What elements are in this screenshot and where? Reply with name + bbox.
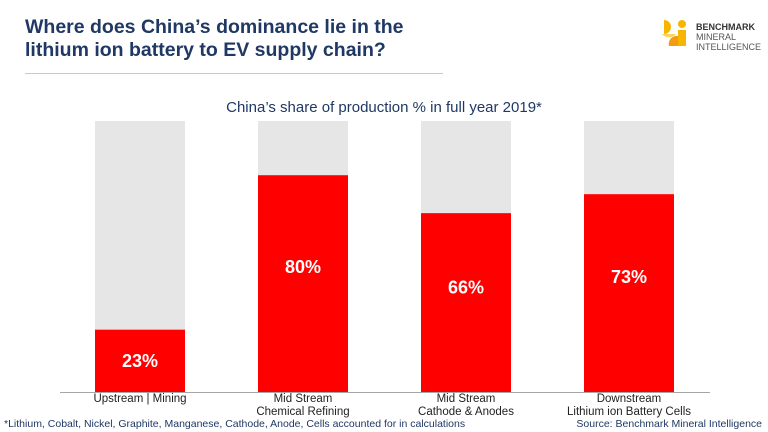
chart-title: China’s share of production % in full ye…: [226, 99, 542, 116]
source-note: Source: Benchmark Mineral Intelligence: [576, 418, 762, 430]
category-label: Upstream | Mining: [60, 393, 220, 406]
logo-line1: BENCHMARK: [696, 22, 755, 32]
category-label-line: Chemical Refining: [256, 406, 350, 418]
bar-remainder: [584, 121, 674, 195]
category-label-line: Lithium ion Battery Cells: [567, 406, 691, 418]
bar-remainder: [95, 121, 185, 330]
category-label-line: Cathode & Anodes: [418, 406, 514, 418]
category-label: Mid Stream Cathode & Anodes: [386, 393, 546, 419]
category-label: Downstream Lithium ion Battery Cells: [549, 393, 709, 419]
category-label: Mid Stream Chemical Refining: [223, 393, 383, 419]
category-label-line: Mid Stream: [273, 393, 333, 405]
bar-china-share: [95, 329, 185, 392]
category-label-line: Upstream | Mining: [93, 393, 187, 405]
data-label: 80%: [285, 257, 321, 277]
bar-china-share: [258, 175, 348, 392]
benchmark-logo: BENCHMARK MINERAL INTELLIGENCE: [660, 18, 762, 58]
bar-china-share: [584, 194, 674, 392]
category-label-line: Downstream: [596, 393, 662, 405]
title-divider: [25, 73, 443, 74]
data-label: 23%: [122, 351, 158, 371]
page-title: Where does China’s dominance lie in the …: [25, 16, 404, 61]
logo-mark-icon: [662, 20, 686, 46]
logo-line2: MINERAL: [696, 32, 737, 42]
bar-china-share: [421, 213, 511, 392]
logo-line3: INTELLIGENCE: [696, 42, 762, 52]
data-label: 73%: [611, 267, 647, 287]
bar-remainder: [258, 121, 348, 176]
footnote: *Lithium, Cobalt, Nickel, Graphite, Mang…: [4, 418, 466, 430]
category-label-line: Mid Stream: [436, 393, 496, 405]
bar-remainder: [421, 121, 511, 214]
data-label: 66%: [448, 278, 484, 298]
